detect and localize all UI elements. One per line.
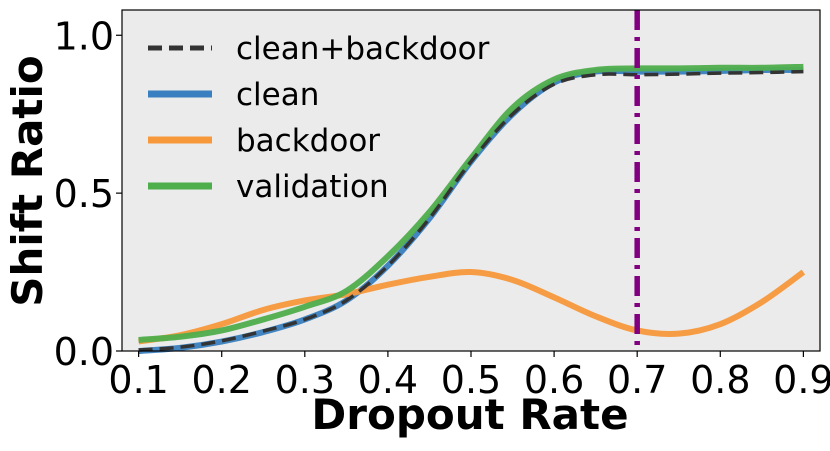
x-tick-label: 0.2 bbox=[191, 358, 251, 402]
x-tick-label: 0.8 bbox=[690, 358, 750, 402]
legend-label-clean: clean bbox=[236, 77, 319, 113]
y-tick-label: 1.0 bbox=[54, 14, 114, 58]
legend-label-validation: validation bbox=[236, 169, 389, 205]
legend: clean+backdoor clean backdoor validation bbox=[148, 31, 490, 205]
y-tick-label: 0.5 bbox=[54, 172, 114, 216]
series-layer bbox=[138, 63, 806, 354]
x-tick-label: 0.1 bbox=[108, 358, 168, 402]
x-tick-label: 0.9 bbox=[773, 358, 830, 402]
x-tick-label: 0.6 bbox=[524, 358, 584, 402]
x-tick-label: 0.7 bbox=[607, 358, 667, 402]
y-ticks: 0.0 0.5 1.0 bbox=[54, 14, 122, 374]
x-ticks: 0.1 0.2 0.3 0.4 0.5 0.6 0.7 0.8 0.9 bbox=[108, 351, 830, 402]
legend-label-backdoor: backdoor bbox=[236, 123, 380, 159]
legend-label-clean-backdoor: clean+backdoor bbox=[236, 31, 490, 67]
x-axis-title: Dropout Rate bbox=[311, 390, 628, 439]
series-line-clean-backdoor bbox=[138, 69, 804, 352]
x-tick-label: 0.4 bbox=[358, 358, 418, 402]
series-line-validation bbox=[138, 63, 804, 343]
y-axis-title: Shift Ratio bbox=[3, 55, 52, 307]
y-tick-label: 0.0 bbox=[54, 330, 114, 374]
series-line-backdoor bbox=[138, 269, 806, 345]
x-tick-label: 0.3 bbox=[275, 358, 335, 402]
x-tick-label: 0.5 bbox=[441, 358, 501, 402]
